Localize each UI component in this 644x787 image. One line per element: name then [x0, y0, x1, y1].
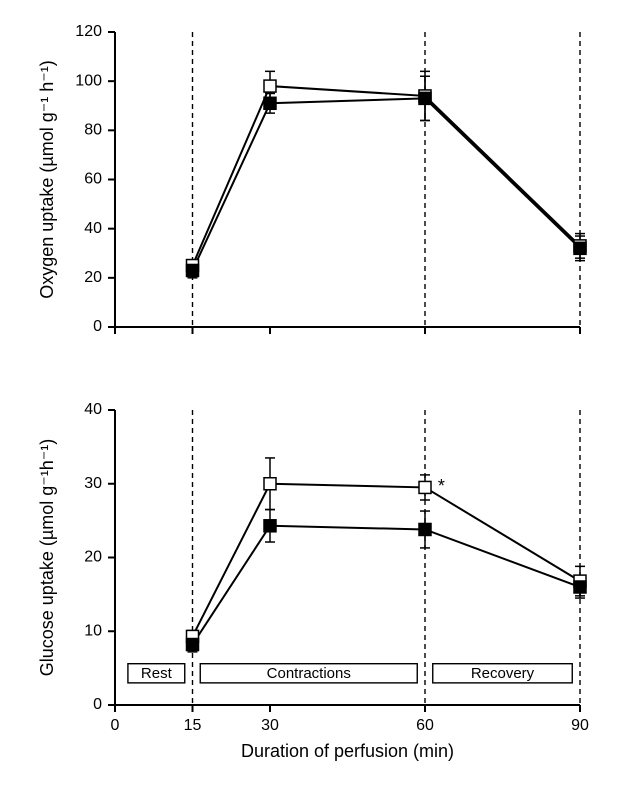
phase-label: Recovery — [471, 665, 535, 682]
series-line — [193, 86, 581, 265]
y-tick-label: 0 — [93, 696, 102, 713]
x-tick-label: 30 — [261, 717, 279, 734]
x-tick-label: 15 — [184, 717, 202, 734]
square-open-marker — [419, 481, 431, 493]
y-tick-label: 40 — [84, 401, 102, 418]
y-tick-label: 40 — [84, 220, 102, 237]
x-tick-label: 0 — [111, 717, 120, 734]
y-tick-label: 10 — [84, 622, 102, 639]
square-filled-marker — [419, 523, 431, 535]
series-line — [193, 98, 581, 270]
y-tick-label: 0 — [93, 318, 102, 335]
x-axis-label: Duration of perfusion (min) — [241, 741, 454, 761]
phase-label: Contractions — [267, 665, 351, 682]
y-axis-label: Glucose uptake (µmol g⁻¹h⁻¹) — [37, 439, 57, 676]
square-open-marker — [264, 478, 276, 490]
y-tick-label: 30 — [84, 475, 102, 492]
y-tick-label: 60 — [84, 171, 102, 188]
square-filled-marker — [574, 581, 586, 593]
annotation-marker: * — [438, 476, 445, 496]
y-tick-label: 120 — [75, 23, 102, 40]
y-axis-label: Oxygen uptake (µmol g⁻¹ h⁻¹) — [37, 60, 57, 298]
square-filled-marker — [187, 264, 199, 276]
square-filled-marker — [264, 520, 276, 532]
chart-svg: 020406080100120Oxygen uptake (µmol g⁻¹ h… — [0, 0, 644, 787]
chart-container: 020406080100120Oxygen uptake (µmol g⁻¹ h… — [0, 0, 644, 787]
square-filled-marker — [187, 639, 199, 651]
series-line — [193, 484, 581, 637]
square-open-marker — [264, 80, 276, 92]
phase-label: Rest — [141, 665, 173, 682]
series-line — [193, 526, 581, 645]
square-filled-marker — [419, 92, 431, 104]
y-tick-label: 100 — [75, 72, 102, 89]
square-filled-marker — [574, 242, 586, 254]
square-filled-marker — [264, 97, 276, 109]
x-tick-label: 90 — [571, 717, 589, 734]
y-tick-label: 20 — [84, 549, 102, 566]
x-tick-label: 60 — [416, 717, 434, 734]
y-tick-label: 20 — [84, 269, 102, 286]
y-tick-label: 80 — [84, 122, 102, 139]
